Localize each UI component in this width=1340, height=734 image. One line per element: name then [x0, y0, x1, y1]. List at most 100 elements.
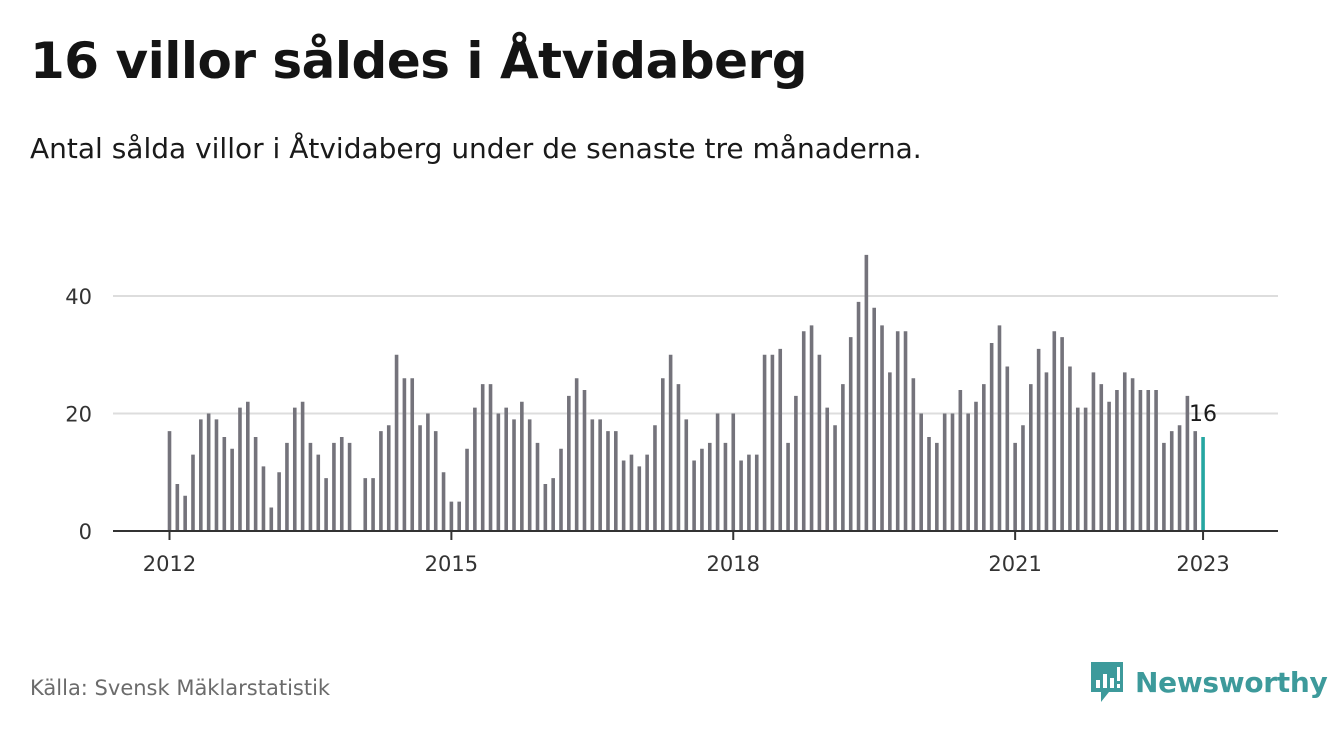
bar	[731, 413, 736, 531]
gridlines	[113, 295, 1278, 415]
bar	[997, 325, 1002, 532]
x-tick-label: 2018	[707, 552, 760, 576]
bar	[715, 413, 720, 531]
bar	[567, 395, 571, 532]
bar	[347, 442, 352, 532]
bar	[692, 460, 696, 531]
logo-text: Newsworthy	[1135, 665, 1328, 699]
bar	[457, 501, 462, 532]
bar	[935, 442, 939, 532]
bar	[1091, 372, 1096, 532]
bar	[559, 448, 563, 531]
bar	[332, 442, 336, 532]
bar	[872, 307, 876, 531]
bar	[1052, 331, 1057, 531]
bar	[668, 354, 673, 531]
labels: 0 20 40 2012 2015 2018 2021 2023 16	[65, 285, 1230, 576]
bar	[723, 442, 728, 532]
bar	[191, 454, 195, 532]
bar	[903, 331, 908, 531]
bar	[246, 401, 250, 531]
bar	[433, 431, 438, 532]
bar	[308, 442, 313, 532]
bar	[629, 454, 634, 532]
bar	[465, 448, 469, 531]
bar	[512, 419, 516, 532]
bar	[339, 437, 344, 531]
bar	[574, 378, 579, 531]
bar	[527, 419, 532, 532]
bar	[637, 466, 642, 532]
bar	[214, 419, 219, 532]
bar	[1060, 337, 1064, 532]
bar-chart-logo-icon	[1091, 662, 1123, 702]
bar	[809, 325, 814, 532]
bar	[1068, 366, 1072, 531]
bar	[888, 372, 892, 532]
bar	[1005, 366, 1010, 531]
bar	[982, 384, 986, 532]
bar	[1099, 384, 1104, 532]
bar	[363, 478, 368, 532]
bar	[817, 354, 822, 531]
bar	[778, 348, 783, 532]
bar	[989, 343, 994, 531]
bar	[292, 407, 297, 532]
bar	[1154, 390, 1158, 531]
x-tick-label: 2021	[988, 552, 1041, 576]
bar	[253, 437, 258, 531]
bar	[175, 484, 180, 531]
bar	[277, 472, 281, 531]
bar	[441, 472, 446, 531]
bar	[1036, 348, 1041, 532]
bar	[504, 407, 508, 532]
bar	[238, 407, 242, 532]
bar	[551, 478, 555, 532]
bar	[794, 395, 798, 532]
axes	[113, 530, 1278, 540]
bar	[473, 407, 477, 532]
bar	[864, 254, 869, 532]
bar	[1021, 425, 1025, 531]
bar	[762, 354, 767, 531]
bar	[684, 419, 689, 532]
bar	[848, 337, 853, 532]
bar	[316, 454, 321, 532]
bar	[535, 442, 540, 532]
bar	[801, 331, 806, 531]
bar	[1138, 390, 1143, 531]
bar	[880, 325, 884, 532]
bar	[895, 331, 900, 531]
bar	[856, 301, 861, 532]
bar	[754, 454, 759, 532]
bar	[1083, 407, 1088, 532]
bar	[700, 448, 704, 531]
bar	[222, 437, 227, 531]
bar	[582, 390, 587, 531]
bar	[606, 431, 610, 532]
bar	[974, 401, 978, 531]
bar	[449, 501, 454, 532]
bar	[418, 425, 422, 531]
bar	[1130, 378, 1135, 531]
bar	[386, 425, 391, 531]
bar	[324, 478, 328, 532]
bar	[919, 413, 923, 531]
bar	[1013, 442, 1017, 532]
bar	[786, 442, 790, 532]
bar	[660, 378, 665, 531]
newsworthy-logo: Newsworthy	[1089, 660, 1328, 704]
bar-chart: 0 20 40 2012 2015 2018 2021 2023 16	[65, 254, 1278, 576]
bar	[833, 425, 837, 531]
bar	[1107, 401, 1111, 531]
bar	[488, 384, 493, 532]
bar	[261, 466, 266, 532]
y-tick-label: 20	[65, 403, 92, 427]
bar	[206, 413, 211, 531]
bar	[653, 425, 657, 531]
bar	[402, 378, 407, 531]
bar	[1177, 425, 1182, 531]
bar	[1044, 372, 1049, 532]
x-tick-label: 2012	[143, 552, 196, 576]
bar	[942, 413, 947, 531]
